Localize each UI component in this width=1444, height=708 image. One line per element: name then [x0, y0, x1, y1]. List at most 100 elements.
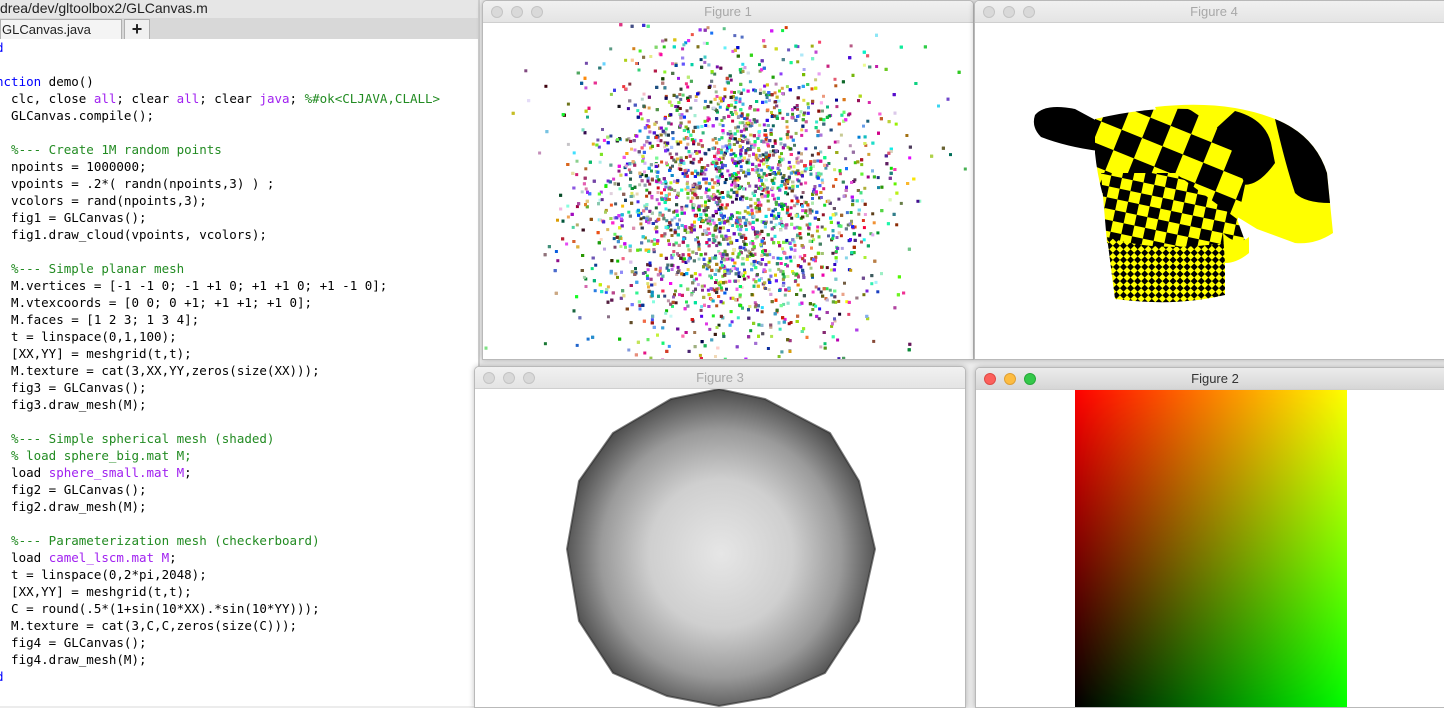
point-cloud-plot: [484, 23, 967, 359]
code-line: load sphere_small.mat M;: [0, 464, 478, 481]
code-line: M.faces = [1 2 3; 1 3 4];: [0, 311, 478, 328]
code-line: fig4 = GLCanvas();: [0, 634, 478, 651]
editor-window-title: drea/dev/gltoolbox2/GLCanvas.m: [0, 0, 480, 18]
shaded-sphere-mesh: [565, 387, 877, 707]
code-line: % load sphere_big.mat M;: [0, 447, 478, 464]
code-line: [0, 243, 478, 260]
figure-3-canvas[interactable]: [475, 387, 965, 707]
close-button[interactable]: [984, 373, 996, 385]
figure-3-titlebar[interactable]: Figure 3: [475, 367, 965, 389]
code-token: ;: [289, 91, 305, 106]
code-text-area[interactable]: d nction demo() clc, close all; clear al…: [0, 39, 478, 706]
add-tab-button[interactable]: +: [124, 19, 150, 40]
close-button[interactable]: [983, 6, 995, 18]
code-token: fig4.draw_mesh(M);: [0, 652, 147, 667]
code-token: fig3 = GLCanvas();: [0, 380, 147, 395]
code-line: fig4.draw_mesh(M);: [0, 651, 478, 668]
code-token: sphere_small.mat M: [48, 465, 185, 480]
code-token: all: [176, 91, 200, 106]
figure-4-canvas[interactable]: [975, 23, 1444, 359]
code-token: clc, close: [0, 91, 94, 106]
code-token: fig4 = GLCanvas();: [0, 635, 147, 650]
zoom-button[interactable]: [1024, 373, 1036, 385]
minimize-button[interactable]: [511, 6, 523, 18]
code-token: nction: [0, 74, 42, 89]
figure-2-canvas[interactable]: [976, 390, 1444, 707]
code-token: [XX,YY] = meshgrid(t,t);: [0, 346, 192, 361]
code-line: t = linspace(0,2*pi,2048);: [0, 566, 478, 583]
code-token: t = linspace(0,2*pi,2048);: [0, 567, 207, 582]
code-token: %--- Simple spherical mesh (shaded): [0, 431, 275, 446]
code-line: t = linspace(0,1,100);: [0, 328, 478, 345]
code-line: nction demo(): [0, 73, 478, 90]
minimize-button[interactable]: [1004, 373, 1016, 385]
minimize-button[interactable]: [503, 372, 515, 384]
figure-3-title: Figure 3: [696, 370, 744, 385]
code-token: fig1 = GLCanvas();: [0, 210, 147, 225]
code-line: [0, 124, 478, 141]
code-line: [0, 56, 478, 73]
code-line: [0, 413, 478, 430]
code-line: %--- Simple spherical mesh (shaded): [0, 430, 478, 447]
zoom-button[interactable]: [1023, 6, 1035, 18]
code-line: vcolors = rand(npoints,3);: [0, 192, 478, 209]
code-line: fig1.draw_cloud(vpoints, vcolors);: [0, 226, 478, 243]
code-line: load camel_lscm.mat M;: [0, 549, 478, 566]
code-line: d: [0, 668, 478, 685]
close-button[interactable]: [483, 372, 495, 384]
code-token: ; clear: [199, 91, 260, 106]
close-button[interactable]: [491, 6, 503, 18]
figure-2-titlebar[interactable]: Figure 2: [976, 368, 1444, 390]
code-line: fig2.draw_mesh(M);: [0, 498, 478, 515]
code-token: %--- Create 1M random points: [0, 142, 222, 157]
code-line: %--- Simple planar mesh: [0, 260, 478, 277]
code-line: fig2 = GLCanvas();: [0, 481, 478, 498]
tab-glcanvas-java[interactable]: GLCanvas.java: [0, 19, 122, 40]
code-line: M.vtexcoords = [0 0; 0 +1; +1 +1; +1 0];: [0, 294, 478, 311]
code-token: load: [0, 550, 49, 565]
figure-1-titlebar[interactable]: Figure 1: [483, 1, 973, 23]
figure-4-window[interactable]: Figure 4: [974, 0, 1444, 360]
code-line: %--- Parameterization mesh (checkerboard…: [0, 532, 478, 549]
code-token: fig1.draw_cloud(vpoints, vcolors);: [0, 227, 267, 242]
figure-3-window[interactable]: Figure 3: [474, 366, 966, 708]
code-line: d: [0, 39, 478, 56]
figure-1-canvas[interactable]: [483, 23, 973, 359]
code-line: GLCanvas.compile();: [0, 107, 478, 124]
figure-4-titlebar[interactable]: Figure 4: [975, 1, 1444, 23]
code-token: M.vertices = [-1 -1 0; -1 +1 0; +1 +1 0;…: [0, 278, 388, 293]
editor-tab-bar: GLCanvas.java +: [0, 18, 480, 41]
code-token: M.vtexcoords = [0 0; 0 +1; +1 +1; +1 0];: [0, 295, 313, 310]
figure-2-window[interactable]: Figure 2: [975, 367, 1444, 708]
code-token: % load sphere_big.mat M;: [0, 448, 192, 463]
code-line: [XX,YY] = meshgrid(t,t);: [0, 345, 478, 362]
code-token: demo(): [41, 74, 94, 89]
code-token: java: [259, 91, 290, 106]
code-token: camel_lscm.mat M: [48, 550, 170, 565]
code-token: %--- Simple planar mesh: [0, 261, 185, 276]
figure-4-title: Figure 4: [1190, 4, 1238, 19]
code-line: M.vertices = [-1 -1 0; -1 +1 0; +1 +1 0;…: [0, 277, 478, 294]
code-token: fig2 = GLCanvas();: [0, 482, 147, 497]
code-token: ;: [169, 550, 177, 565]
figure-1-window[interactable]: Figure 1: [482, 0, 974, 360]
code-line: clc, close all; clear all; clear java; %…: [0, 90, 478, 107]
editor-divider: [478, 0, 480, 706]
code-token: ; clear: [116, 91, 177, 106]
minimize-button[interactable]: [1003, 6, 1015, 18]
code-line: fig3 = GLCanvas();: [0, 379, 478, 396]
gradient-planar-mesh: [1075, 390, 1347, 707]
code-line: %--- Create 1M random points: [0, 141, 478, 158]
code-line: npoints = 1000000;: [0, 158, 478, 175]
code-token: vcolors = rand(npoints,3);: [0, 193, 207, 208]
code-token: fig2.draw_mesh(M);: [0, 499, 147, 514]
code-token: npoints = 1000000;: [0, 159, 147, 174]
zoom-button[interactable]: [531, 6, 543, 18]
code-line: [XX,YY] = meshgrid(t,t);: [0, 583, 478, 600]
code-line: M.texture = cat(3,XX,YY,zeros(size(XX)))…: [0, 362, 478, 379]
code-token: d: [0, 669, 4, 684]
code-token: M.texture = cat(3,XX,YY,zeros(size(XX)))…: [0, 363, 320, 378]
code-token: C = round(.5*(1+sin(10*XX).*sin(10*YY)))…: [0, 601, 320, 616]
code-token: d: [0, 40, 4, 55]
zoom-button[interactable]: [523, 372, 535, 384]
